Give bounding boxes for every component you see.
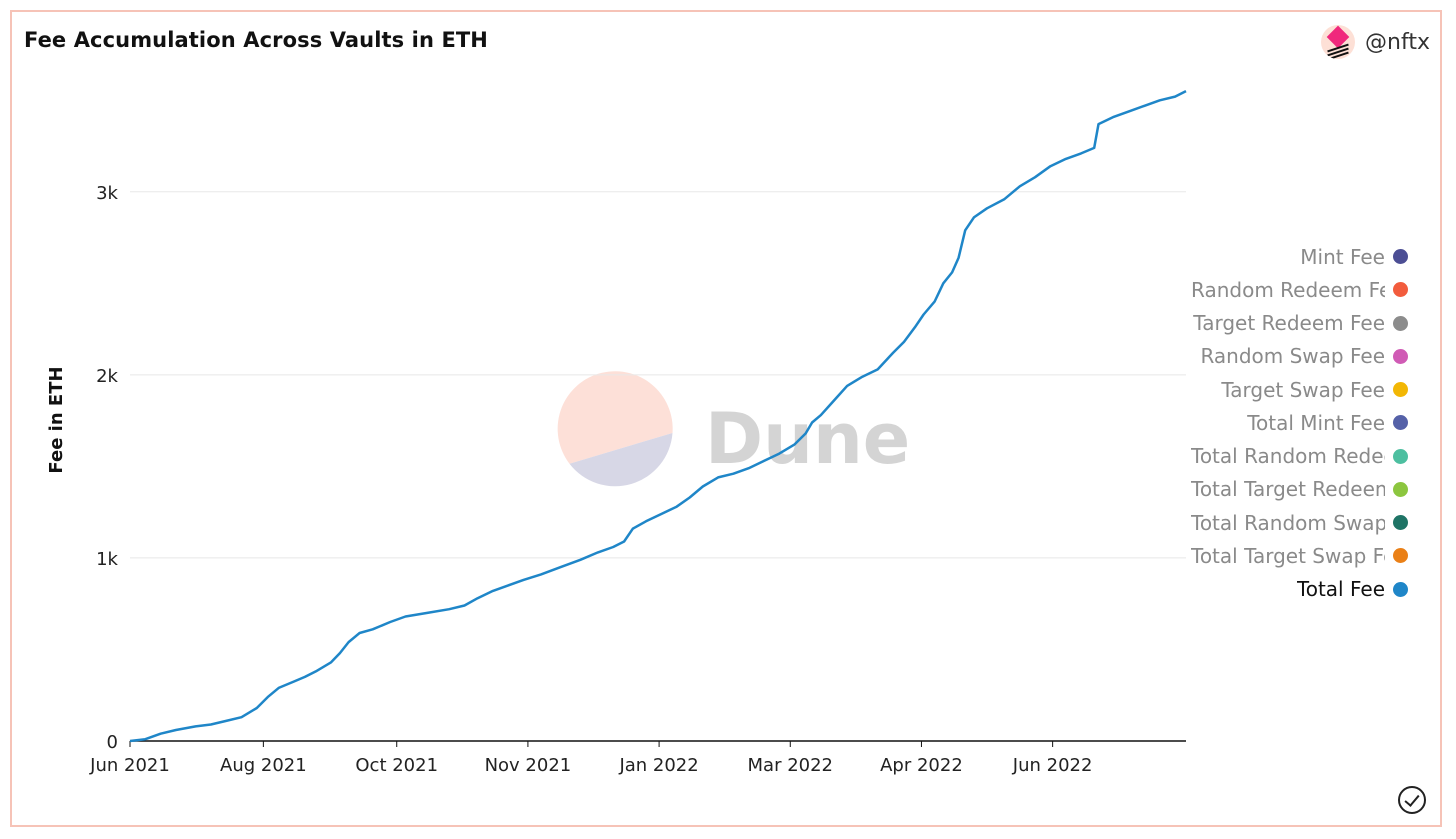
legend-item[interactable]: Total Random Redeem Fee [1190,440,1412,473]
legend-item[interactable]: Random Swap Fee [1190,340,1412,373]
legend-dot-icon [1393,282,1408,298]
y-tick-label: 3k [96,183,118,204]
legend-label: Random Redeem Fee [1191,277,1385,302]
chart-legend: Mint Fee Random Redeem Fee Target Redeem F… [1190,240,1412,606]
legend-item[interactable]: Mint Fee [1190,240,1412,273]
legend-label: Total Random Redeem Fee [1191,444,1385,469]
legend-item[interactable]: Total Fee [1190,573,1412,606]
legend-dot-icon [1393,382,1408,398]
legend-label: Total Target Swap Fee [1191,543,1385,568]
legend-item[interactable]: Total Target Swap Fee [1190,539,1412,572]
legend-label: Total Target Redeem Fee [1191,477,1385,502]
x-tick-label: Oct 2021 [355,755,438,776]
watermark-text: Dune [705,398,910,480]
legend-dot-icon [1393,481,1408,497]
author-badge[interactable]: @nftx [1321,24,1430,60]
chart-card [10,10,1442,827]
legend-dot-icon [1393,315,1408,331]
legend-dot-icon [1393,581,1408,597]
legend-label: Mint Fee [1300,244,1385,269]
y-tick-label: 2k [96,366,118,387]
legend-label: Target Redeem Fee [1193,311,1385,336]
legend-dot-icon [1393,348,1408,364]
legend-label: Total Mint Fee [1247,410,1385,435]
check-icon[interactable] [1398,786,1426,814]
x-tick-label: Jun 2022 [1012,755,1093,776]
legend-dot-icon [1393,448,1408,464]
author-handle: @nftx [1365,29,1430,55]
legend-item[interactable]: Target Redeem Fee [1190,307,1412,340]
y-tick-label: 0 [107,732,118,753]
legend-label: Total Fee [1296,577,1385,602]
legend-item[interactable]: Random Redeem Fee [1190,273,1412,306]
legend-dot-icon [1393,515,1408,531]
chart-title: Fee Accumulation Across Vaults in ETH [24,28,488,52]
series-line-total-fee[interactable] [129,89,1187,743]
legend-item[interactable]: Target Swap Fee [1190,373,1412,406]
legend-item[interactable]: Total Random Swap Fee [1190,506,1412,539]
legend-dot-icon [1393,249,1408,265]
x-tick-label: Mar 2022 [748,755,834,776]
legend-label: Total Random Swap Fee [1191,510,1385,535]
x-tick-label: Nov 2021 [485,755,572,776]
legend-item[interactable]: Total Mint Fee [1190,406,1412,439]
legend-dot-icon [1393,415,1408,431]
legend-item[interactable]: Total Target Redeem Fee [1190,473,1412,506]
dune-watermark: Dune [557,371,910,487]
x-tick-label: Apr 2022 [880,755,963,776]
y-tick-label: 1k [96,549,118,570]
x-tick-label: Aug 2021 [220,755,307,776]
legend-label: Target Swap Fee [1221,377,1385,402]
y-axis-label: Fee in ETH [46,366,67,473]
legend-label: Random Swap Fee [1200,344,1385,369]
nftx-avatar-icon [1321,25,1356,59]
x-tick-label: Jun 2021 [89,755,170,776]
legend-dot-icon [1393,548,1408,564]
x-tick-label: Jan 2022 [618,755,698,776]
